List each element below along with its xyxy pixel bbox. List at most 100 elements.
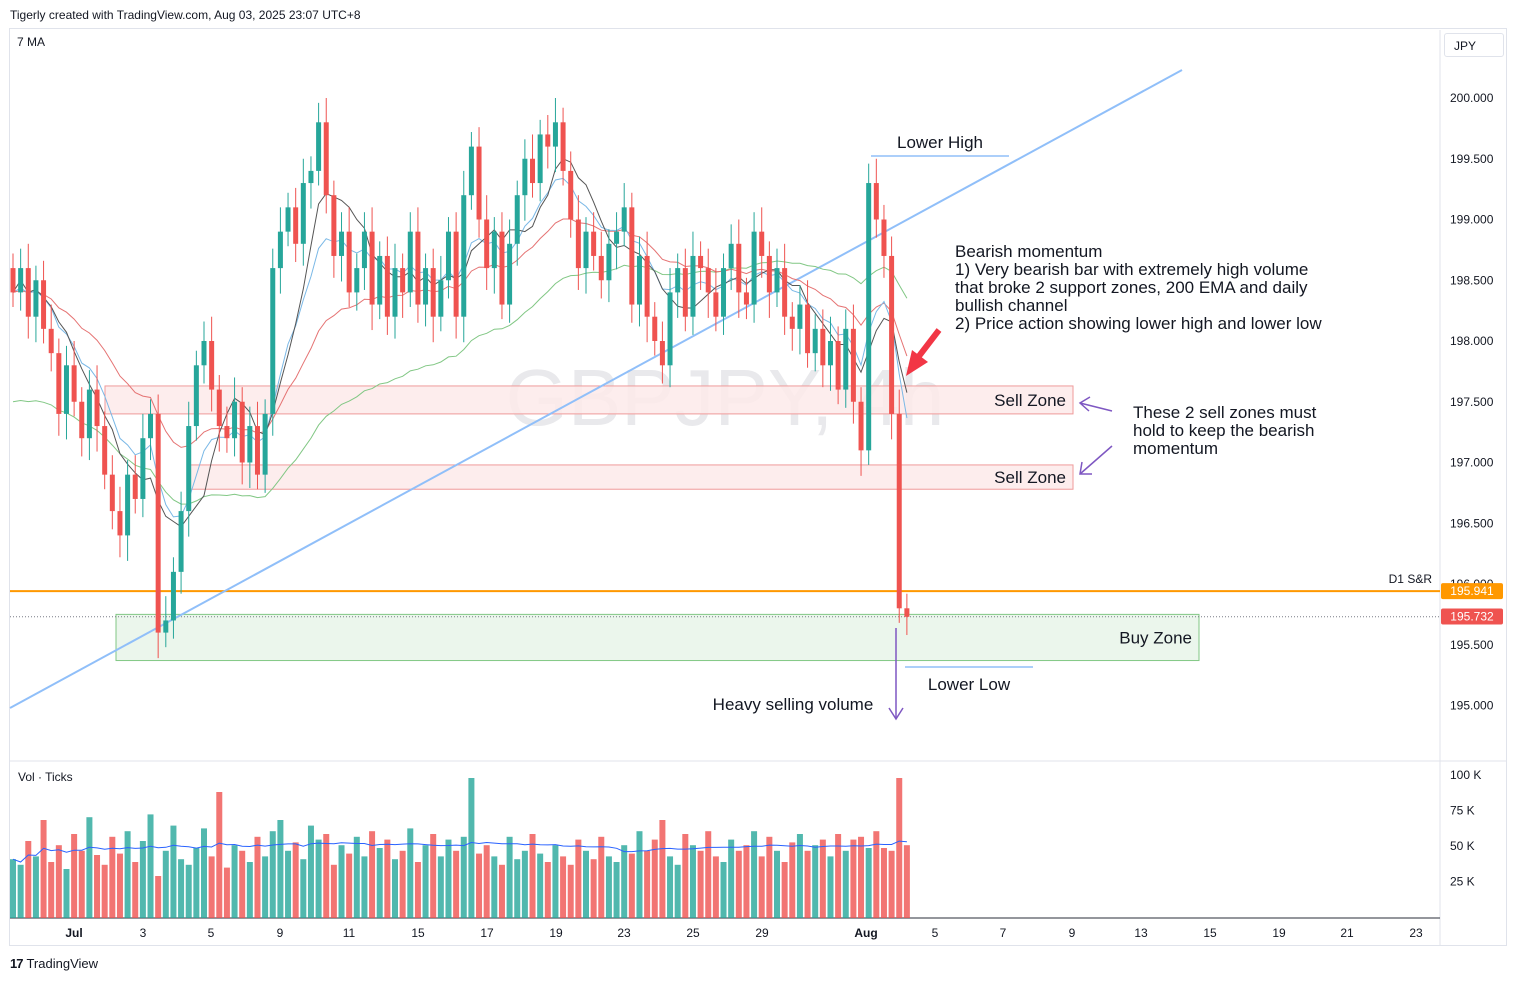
candle-body [667, 292, 673, 366]
candle-body [415, 231, 421, 305]
chart-frame [9, 28, 1507, 946]
bearish-arrow-shaft [913, 328, 942, 362]
candle-body [774, 268, 780, 293]
candle-body [407, 231, 413, 293]
candle-body [789, 316, 795, 329]
candle-body [254, 426, 260, 475]
sell-zone-arrow-1 [1078, 396, 1113, 412]
volume-bar [453, 850, 460, 918]
heavy-selling-label: Heavy selling volume [713, 695, 874, 714]
price-label-text-1: 195.732 [1450, 610, 1494, 624]
footer-brand: 17 TradingView [10, 956, 98, 971]
price-tick-label: 195.500 [1450, 638, 1494, 652]
bearish-arrow-head [906, 350, 928, 376]
candle-body [812, 328, 818, 354]
candle-body [698, 255, 704, 269]
candle-body [94, 389, 100, 427]
volume-bar [231, 845, 238, 918]
price-label-badge-1 [1441, 608, 1503, 625]
time-tick-label: 5 [208, 926, 215, 940]
volume-bar [804, 850, 811, 918]
volume-bar [392, 859, 398, 918]
candle-body [866, 183, 872, 451]
volume-bar [124, 831, 131, 918]
buy-zone-label-2: Buy Zone [1119, 628, 1192, 647]
price-tick-label: 197.000 [1450, 456, 1494, 470]
volume-bar [208, 856, 215, 918]
candle-body [201, 341, 207, 366]
volume-bar [842, 850, 849, 918]
candle-body [247, 426, 253, 463]
candle-body [629, 207, 635, 305]
price-tick-label: 195.000 [1450, 699, 1494, 713]
volume-bar [491, 856, 498, 918]
currency-selector[interactable]: JPY [1444, 33, 1504, 57]
candle-body [850, 328, 856, 402]
volume-bar [720, 862, 727, 918]
volume-bar [506, 836, 513, 918]
volume-bar [705, 831, 712, 918]
volume-bar [300, 859, 307, 918]
volume-bar [521, 850, 528, 918]
candle-body [86, 389, 92, 439]
candle-body [606, 243, 612, 281]
volume-bar [689, 845, 696, 918]
candle-body [843, 328, 849, 390]
time-tick-label: 29 [755, 926, 769, 940]
footer-brand-text: TradingView [26, 956, 99, 971]
candle-body [675, 268, 681, 293]
volume-bar [888, 850, 895, 918]
volume-bar [628, 853, 635, 918]
volume-bar [155, 876, 162, 918]
candle-body [721, 268, 727, 317]
price-tick-label: 199.000 [1450, 213, 1494, 227]
time-tick-label: 13 [1134, 926, 1148, 940]
volume-bar [751, 831, 758, 918]
candle-body [904, 608, 910, 617]
volume-bar [514, 859, 521, 918]
candle-body [354, 268, 360, 293]
bearish-note-line-2: that broke 2 support zones, 200 EMA and … [955, 278, 1308, 297]
volume-bar [40, 820, 47, 918]
price-tick-label: 199.500 [1450, 152, 1494, 166]
volume-bar [78, 850, 85, 918]
time-tick-label: 21 [1340, 926, 1354, 940]
candle-body [636, 255, 642, 305]
volume-bar [827, 856, 834, 918]
candle-body [797, 304, 803, 329]
candle-body [751, 231, 757, 305]
candle-body [232, 401, 238, 439]
candle-body [63, 365, 69, 414]
candle-body [552, 122, 558, 147]
volume-bar [116, 853, 123, 918]
volume-bar [48, 862, 55, 918]
candle-body [109, 474, 115, 512]
candle-body [705, 268, 711, 293]
volume-tick-label: 25 K [1450, 875, 1475, 889]
candle-body [522, 158, 528, 196]
candle-body [644, 255, 650, 317]
volume-bar [384, 839, 391, 918]
volume-bar [735, 850, 742, 918]
volume-bar [139, 841, 146, 918]
volume-bar [86, 817, 93, 918]
volume-bar [17, 864, 24, 918]
volume-bar [338, 845, 345, 918]
volume-bar [109, 836, 116, 918]
volume-bar [659, 820, 666, 918]
volume-bar [575, 839, 582, 918]
candle-body [682, 268, 688, 317]
candle-body [361, 231, 367, 269]
candle-body [430, 268, 436, 317]
candle-body [125, 474, 131, 536]
chart-attribution: Tigerly created with TradingView.com, Au… [10, 8, 361, 22]
candle-body [239, 401, 245, 463]
volume-bar [567, 864, 574, 918]
candle-body [18, 268, 24, 293]
candle-body [10, 268, 16, 293]
candle-body [896, 413, 902, 609]
volume-bar [201, 828, 207, 918]
candle-body [33, 280, 39, 317]
volume-bar [376, 848, 383, 918]
